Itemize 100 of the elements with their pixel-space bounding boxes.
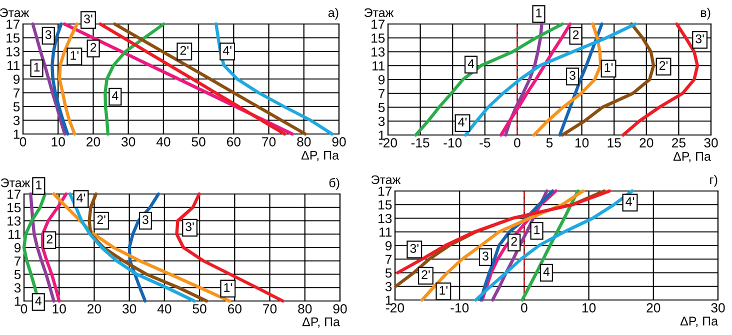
y-tick-label: 3 [378, 116, 385, 126]
line-series [98, 22, 286, 136]
x-tick-label: 0 [514, 138, 520, 148]
y-tick-label: 5 [13, 102, 20, 112]
x-tick-label: -15 [411, 138, 430, 148]
x-tick-label: 40 [156, 137, 170, 146]
y-tick-label: 3 [13, 116, 20, 126]
y-tick-label: 13 [372, 47, 385, 57]
x-tick-label: 10 [582, 303, 596, 312]
series-label: 2 [572, 30, 579, 40]
x-tick-label: 40 [157, 304, 172, 314]
x-tick-label: 90 [333, 304, 347, 314]
line-series [104, 22, 166, 136]
line-series [420, 189, 585, 302]
y-axis-title: Этаж [0, 178, 30, 188]
series-label: 3 [482, 252, 488, 260]
line-series [113, 22, 307, 136]
y-tick-label: 3 [385, 282, 392, 292]
x-tick-label: 0 [20, 137, 26, 146]
series-label: 3 [142, 215, 148, 224]
x-tick-label: 90 [332, 137, 346, 146]
x-tick-label: 30 [711, 303, 725, 312]
line-series [58, 22, 79, 136]
series-label: 3 [45, 30, 52, 40]
line-series [560, 22, 656, 137]
series-label: 3 [570, 71, 576, 80]
series-label: 2 [46, 234, 52, 244]
x-tick-label: 80 [297, 137, 311, 146]
series-label: 1' [70, 51, 78, 60]
line-series [414, 22, 564, 137]
series-label: 1' [440, 286, 448, 295]
x-tick-label: 25 [672, 138, 686, 148]
y-tick-label: 1 [386, 296, 392, 305]
x-tick-label: -20 [379, 138, 398, 148]
series-label: 1 [36, 180, 42, 190]
y-tick-label: 5 [14, 270, 21, 280]
series-label: 4 [468, 59, 474, 68]
y-tick-label: 7 [14, 88, 20, 98]
series-label: 4' [626, 197, 634, 206]
x-tick-label: 60 [228, 304, 242, 314]
line-series [175, 192, 284, 303]
y-tick-label: 9 [386, 241, 392, 250]
chart-title: г) [710, 174, 718, 187]
x-axis-title: ΔP, Па [673, 152, 711, 162]
y-tick-label: 15 [6, 33, 20, 43]
series-label: 2 [90, 43, 96, 52]
line-series [474, 189, 634, 302]
y-tick-label: 11 [8, 230, 21, 239]
series-label: 4 [543, 267, 550, 276]
y-tick-label: 17 [372, 20, 385, 29]
line-series [31, 22, 66, 136]
y-tick-label: 11 [380, 228, 392, 237]
x-tick-label: 10 [52, 137, 65, 146]
x-tick-label: 20 [88, 304, 102, 314]
line-series [214, 22, 334, 136]
series-label: 3' [410, 244, 418, 253]
line-series [41, 192, 68, 303]
y-tick-label: 1 [378, 130, 385, 140]
y-tick-label: 11 [372, 61, 385, 70]
x-tick-label: 50 [192, 137, 206, 146]
x-axis-title: ΔP, Па [680, 316, 718, 328]
x-tick-label: 70 [263, 304, 277, 314]
y-tick-label: 15 [372, 34, 385, 43]
line-series [52, 192, 231, 303]
x-tick-label: 20 [640, 138, 654, 148]
y-tick-label: 15 [378, 200, 392, 210]
series-label: 2 [511, 237, 517, 246]
y-tick-label: 7 [386, 254, 392, 264]
y-tick-label: 1 [14, 296, 21, 306]
x-tick-label: -5 [480, 138, 490, 148]
series-label: 1 [536, 8, 542, 18]
x-tick-label: 60 [227, 137, 240, 146]
y-tick-label: 13 [8, 216, 21, 226]
series-label: 2' [422, 270, 430, 279]
series-label: 4 [112, 91, 118, 100]
series-label: 4' [76, 194, 86, 202]
y-tick-label: 13 [6, 47, 20, 56]
chart-title: а) [328, 8, 338, 20]
y-axis-title: Этаж [371, 175, 401, 184]
x-axis-title: ΔP, Па [302, 318, 340, 328]
x-tick-label: 15 [608, 138, 621, 148]
x-tick-label: 10 [575, 138, 589, 148]
line-series [50, 22, 70, 136]
series-label: 2' [659, 61, 668, 70]
series-label: 4' [458, 118, 467, 126]
y-axis-title: Этаж [364, 8, 394, 18]
x-tick-label: 30 [122, 304, 136, 314]
y-tick-label: 1 [14, 130, 20, 139]
y-tick-label: 17 [8, 190, 21, 199]
y-tick-label: 17 [6, 20, 20, 29]
x-tick-label: 30 [704, 138, 718, 148]
y-tick-label: 5 [385, 268, 392, 278]
series-label: 4' [222, 46, 232, 55]
chart-title: в) [701, 8, 710, 20]
series-label: 2' [97, 215, 106, 224]
series-label: 3' [84, 14, 92, 24]
series-label: 1 [34, 62, 40, 72]
x-tick-label: 20 [86, 137, 100, 146]
x-tick-label: 30 [122, 137, 136, 146]
y-tick-label: 7 [14, 256, 21, 266]
